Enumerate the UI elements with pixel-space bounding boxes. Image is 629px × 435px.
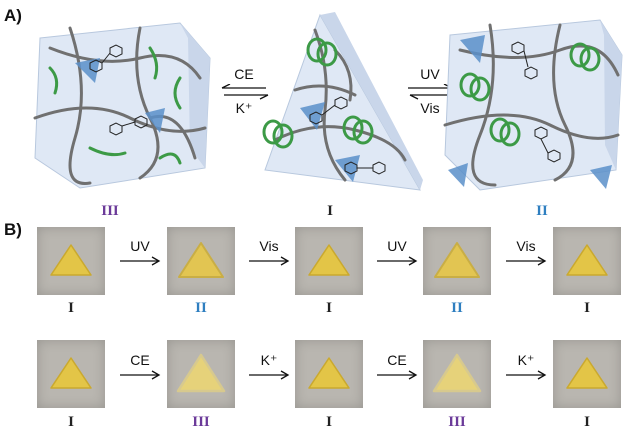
row2-arrow-2 — [249, 370, 290, 380]
arrow-label-k: K⁺ — [235, 100, 253, 116]
crown-ether-2 — [145, 108, 165, 133]
arrow-label-ce: CE — [234, 66, 254, 82]
row2-arrow-label-1: CE — [130, 352, 150, 368]
row2-state-3: I — [326, 414, 332, 430]
gel-block-II — [443, 19, 623, 191]
state-II-label: II — [536, 203, 548, 219]
row1-state-3: I — [326, 300, 332, 316]
gel-block-III — [33, 22, 211, 189]
row1-arrow-label-4: Vis — [516, 238, 536, 254]
row1-arrow-1 — [120, 256, 161, 266]
row1-arrow-4 — [506, 256, 547, 266]
photo-row1-3 — [295, 227, 363, 295]
photo-row1-2 — [167, 227, 235, 295]
photo-row2-4 — [423, 340, 491, 408]
photo-row2-3 — [295, 340, 363, 408]
row1-arrow-2 — [249, 256, 290, 266]
row1-arrow-label-2: Vis — [259, 238, 279, 254]
photo-row1-1 — [37, 227, 105, 295]
panel-a-label: A) — [4, 6, 22, 25]
photo-row2-5 — [553, 340, 621, 408]
row2-state-2: III — [192, 414, 210, 430]
row2-state-5: I — [584, 414, 590, 430]
state-I-label: I — [327, 203, 333, 219]
row2-arrow-3 — [377, 370, 418, 380]
gel-block-I — [262, 12, 423, 191]
equilibrium-arrows-left — [221, 84, 269, 100]
row2-state-1: I — [68, 414, 74, 430]
panel-b-label: B) — [4, 220, 22, 239]
row1-arrow-label-3: UV — [387, 238, 407, 254]
row1-state-5: I — [584, 300, 590, 316]
row1-state-1: I — [68, 300, 74, 316]
arrow-label-vis: Vis — [420, 100, 440, 116]
row1-arrow-label-1: UV — [130, 238, 150, 254]
row2-state-4: III — [448, 414, 466, 430]
row2-arrow-label-3: CE — [387, 352, 407, 368]
row2-arrow-1 — [120, 370, 161, 380]
row2-arrow-label-4: K⁺ — [517, 352, 535, 368]
row2-arrow-label-2: K⁺ — [260, 352, 278, 368]
state-III-label: III — [101, 203, 119, 219]
photo-row2-2 — [167, 340, 235, 408]
row2-arrow-4 — [506, 370, 547, 380]
photo-row1-5 — [553, 227, 621, 295]
photo-row1-4 — [423, 227, 491, 295]
row1-state-4: II — [451, 300, 463, 316]
arrow-label-uv: UV — [420, 66, 440, 82]
row1-arrow-3 — [377, 256, 418, 266]
crown-ether-1 — [75, 58, 100, 83]
photo-row2-1 — [37, 340, 105, 408]
row1-state-2: II — [195, 300, 207, 316]
